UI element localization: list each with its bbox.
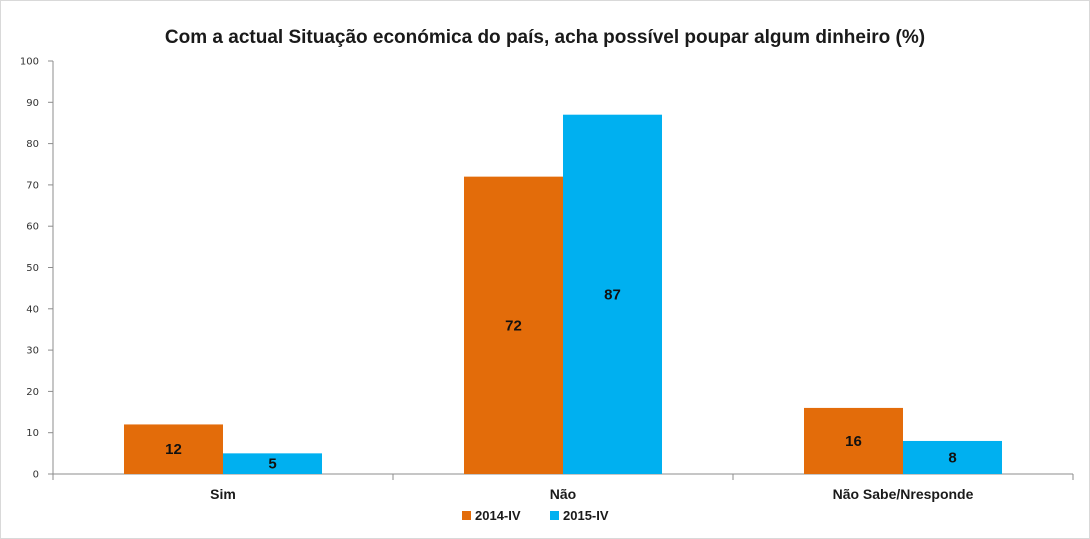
bar [804,407,903,474]
y-tick-label: 20 [26,387,39,398]
y-tick-label: 30 [26,346,39,357]
bar [464,176,563,474]
bar [903,440,1002,474]
chart-bars [124,114,1002,474]
x-category-label: Não [550,486,576,502]
y-tick-label: 70 [26,180,39,191]
y-tick-label: 60 [26,222,39,233]
bar [124,424,223,474]
y-tick-label: 90 [26,98,39,109]
bar [563,114,662,474]
y-tick-label: 50 [26,263,39,274]
data-label: 5 [268,456,276,473]
data-label: 72 [505,317,522,334]
y-tick-label: 40 [26,304,39,315]
y-tick-label: 10 [26,428,39,439]
x-category-label: Não Sabe/Nresponde [833,486,974,502]
data-label: 87 [604,286,621,303]
legend-label: 2014-IV [475,508,521,523]
chart-legend: 2014-IV 2015-IV [462,508,609,523]
data-label: 8 [948,449,956,466]
legend-swatch [462,511,471,520]
chart-data-labels: 12 5 72 87 16 8 [165,286,957,472]
bar [223,453,322,474]
data-label: 12 [165,441,182,458]
legend-swatch [550,511,559,520]
data-label: 16 [845,433,862,450]
y-tick-label: 80 [26,139,39,150]
y-tick-label: 0 [33,470,39,481]
chart-axes: 0 10 20 30 40 50 60 70 80 90 100 Sim Não Não Sabe/Nre… [20,57,1074,502]
legend-label: 2015-IV [563,508,609,523]
chart-title: Com a actual Situação económica do país,… [165,27,925,48]
y-tick-label: 100 [20,57,39,68]
x-category-label: Sim [210,486,236,502]
